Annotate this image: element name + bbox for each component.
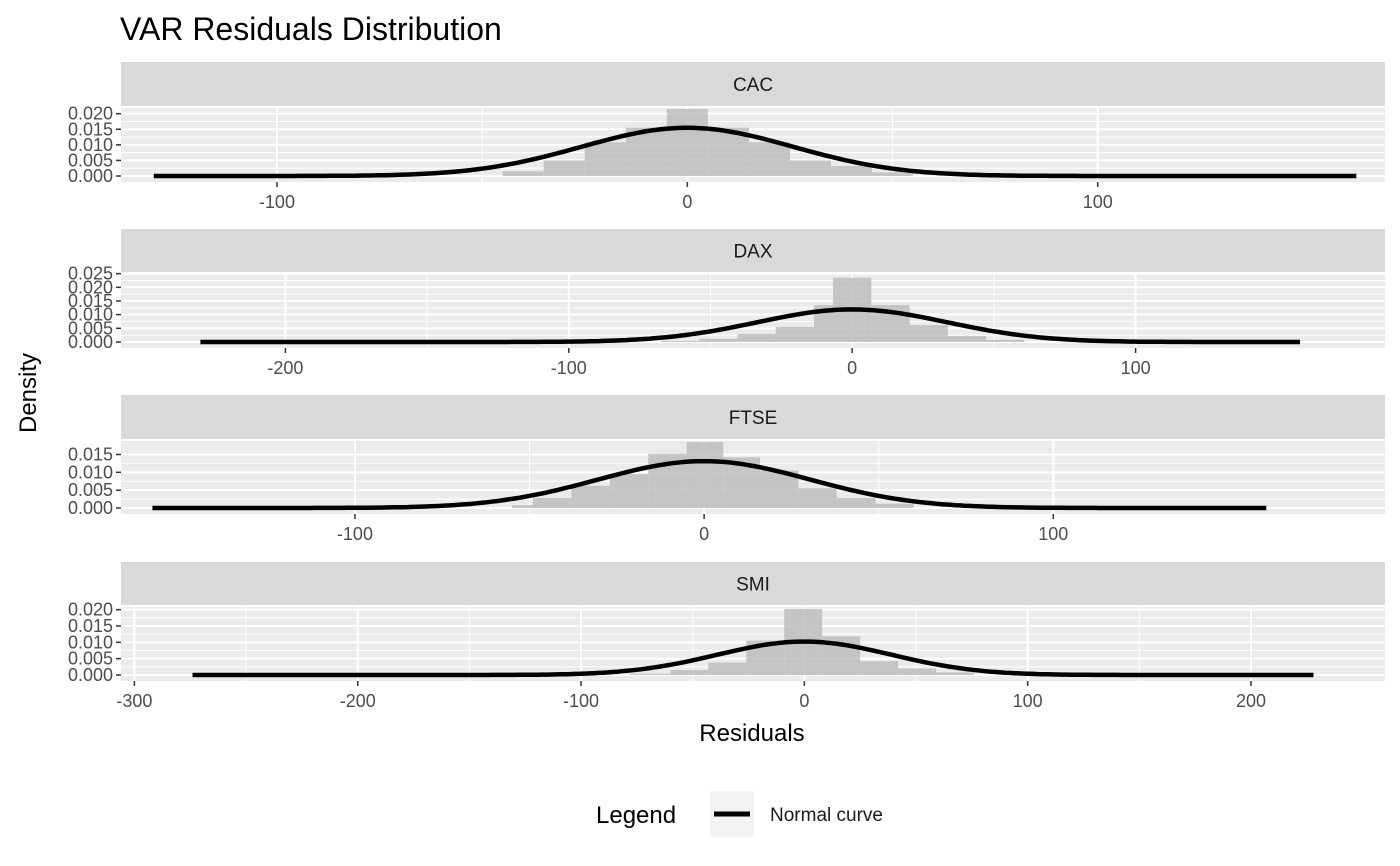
y-tick-label: 0.020 [68, 600, 113, 620]
x-tick-label: 0 [847, 358, 857, 378]
normal-curve-cac [153, 125, 1357, 179]
strip-cac [121, 62, 1385, 106]
strip-ftse [121, 395, 1385, 439]
histogram-bar [748, 142, 790, 176]
x-tick-label: -300 [116, 691, 152, 711]
y-tick-label: 0.005 [68, 150, 113, 170]
strip-dax [121, 229, 1385, 272]
y-tick-label: 0.005 [68, 649, 113, 669]
y-axis-label: Density [15, 353, 42, 433]
x-tick-label: 0 [799, 691, 809, 711]
histogram-bar [830, 166, 873, 176]
normal-curve-dax [200, 307, 1300, 345]
histogram-bar [947, 335, 987, 342]
histogram-bar [686, 442, 724, 508]
histogram-bar [813, 305, 834, 342]
histogram-bar [512, 505, 534, 508]
y-tick-label: 0.010 [68, 632, 113, 652]
y-tick-label: 0.005 [68, 480, 113, 500]
histogram-bar [630, 673, 671, 675]
histogram-bar [872, 172, 914, 176]
legend: Legend Normal curve [596, 791, 883, 837]
histogram-bar [666, 109, 708, 176]
histogram-bar [660, 340, 700, 342]
y-tick-label: 0.020 [68, 104, 113, 124]
x-tick-label: -100 [563, 691, 599, 711]
x-tick-label: -200 [267, 358, 303, 378]
histogram-bar [502, 171, 544, 176]
y-tick-label: 0.000 [68, 665, 113, 685]
x-tick-label: 0 [699, 524, 709, 544]
legend-item-normal-curve: Normal curve [770, 805, 883, 826]
x-tick-label: -200 [340, 691, 376, 711]
histogram-bar [898, 668, 937, 675]
normal-curve-smi [192, 639, 1314, 678]
histogram-bar [699, 338, 738, 342]
strip-label-ftse: FTSE [729, 408, 778, 429]
y-tick-label: 0.010 [68, 135, 113, 155]
histogram-bar [533, 498, 572, 508]
histogram-bar [875, 503, 914, 508]
histogram-bar [909, 325, 948, 342]
histogram-bar [584, 142, 626, 176]
histogram-bar [571, 485, 610, 508]
strip-label-cac: CAC [733, 75, 773, 96]
histogram-bar [737, 333, 776, 342]
y-tick-label: 0.015 [68, 616, 113, 636]
y-tick-label: 0.010 [68, 305, 113, 325]
histogram-bar [789, 160, 831, 176]
y-tick-label: 0.005 [68, 318, 113, 338]
x-tick-label: 0 [682, 192, 692, 212]
histogram-bar [708, 662, 747, 675]
x-tick-label: 100 [1121, 358, 1151, 378]
chart-title: VAR Residuals Distribution [120, 11, 502, 47]
histogram-bar [836, 498, 876, 508]
y-tick-label: 0.000 [68, 332, 113, 352]
y-tick-label: 0.000 [68, 166, 113, 186]
x-tick-label: -100 [259, 192, 295, 212]
histogram-bar [986, 339, 1025, 342]
histogram-bar [798, 488, 837, 508]
y-tick-label: 0.020 [68, 277, 113, 297]
strip-label-dax: DAX [733, 242, 772, 263]
y-tick-label: 0.015 [68, 444, 113, 464]
y-tick-label: 0.025 [68, 264, 113, 284]
histogram-bar [543, 160, 585, 176]
histogram-bar [860, 661, 899, 675]
x-tick-label: 100 [1013, 691, 1043, 711]
y-tick-label: 0.015 [68, 291, 113, 311]
x-axis-label: Residuals [699, 720, 804, 747]
x-tick-label: -100 [337, 524, 373, 544]
histogram-bar [936, 672, 975, 675]
y-tick-label: 0.015 [68, 119, 113, 139]
histogram-bar [775, 326, 814, 342]
histogram-bar [609, 474, 649, 508]
x-tick-label: 100 [1038, 524, 1068, 544]
y-tick-label: 0.000 [68, 498, 113, 518]
normal-curve-ftse [152, 458, 1267, 511]
x-tick-label: 200 [1236, 691, 1266, 711]
strip-smi [121, 562, 1385, 605]
strip-label-smi: SMI [736, 575, 770, 596]
legend-title: Legend [596, 802, 676, 829]
histogram-bar [670, 670, 709, 675]
x-tick-label: -100 [551, 358, 587, 378]
x-tick-label: 100 [1083, 192, 1113, 212]
y-tick-label: 0.010 [68, 462, 113, 482]
